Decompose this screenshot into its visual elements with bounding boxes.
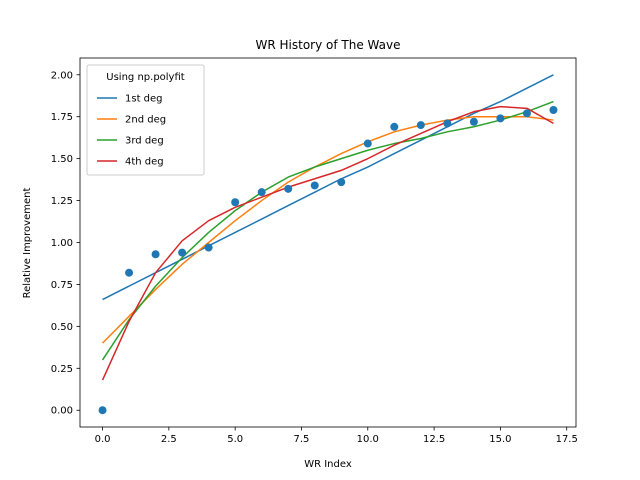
data-point xyxy=(416,121,425,130)
y-tick-label: 0.50 xyxy=(51,322,73,333)
x-tick-label: 0.0 xyxy=(95,434,111,445)
chart-title: WR History of The Wave xyxy=(256,38,401,52)
legend-label: 1st deg xyxy=(125,94,163,105)
legend-box xyxy=(86,64,205,176)
x-axis-label: WR Index xyxy=(304,459,352,470)
data-point xyxy=(125,268,134,277)
x-tick-label: 15.0 xyxy=(489,434,511,445)
series-line-4 xyxy=(101,105,554,381)
y-tick-label: 1.50 xyxy=(51,154,73,165)
series-line-3 xyxy=(101,100,554,361)
data-point xyxy=(443,119,452,128)
legend-title: Using np.polyfit xyxy=(106,72,184,83)
x-tick-label: 12.5 xyxy=(423,434,445,445)
legend-label: 3rd deg xyxy=(125,136,164,147)
data-point xyxy=(469,117,478,126)
fit-lines xyxy=(101,74,554,381)
data-point xyxy=(390,122,399,131)
data-point xyxy=(98,406,107,415)
x-tick-label: 10.0 xyxy=(357,434,379,445)
y-axis-label: Relative Improvement xyxy=(22,188,33,299)
y-tick-label: 1.25 xyxy=(51,196,73,207)
y-tick-label: 0.25 xyxy=(51,364,73,375)
data-point xyxy=(257,188,266,197)
x-tick-label: 7.5 xyxy=(294,434,310,445)
legend: Using np.polyfit 1st deg 2nd deg 3rd deg 4t… xyxy=(86,64,205,176)
data-points xyxy=(98,105,558,415)
y-tick-label: 2.00 xyxy=(51,70,73,81)
series-line-2 xyxy=(102,115,554,344)
data-point xyxy=(284,184,293,193)
y-tick-label: 1.75 xyxy=(51,112,73,123)
data-point xyxy=(549,105,558,114)
data-point xyxy=(522,109,531,118)
x-axis: 0.0 2.5 5.0 7.5 10.0 12.5 15.0 17.5 xyxy=(95,427,578,445)
legend-label: 2nd deg xyxy=(125,115,166,126)
y-axis: 0.00 0.25 0.50 0.75 1.00 1.25 1.50 1.75 2.00 xyxy=(51,70,80,417)
data-point xyxy=(363,139,372,148)
data-point xyxy=(337,178,346,187)
y-tick-label: 0.75 xyxy=(51,280,73,291)
y-tick-label: 0.00 xyxy=(51,406,73,417)
data-point xyxy=(496,114,505,123)
data-point xyxy=(231,198,240,207)
legend-label: 4th deg xyxy=(125,157,164,168)
data-point xyxy=(178,248,187,257)
data-point xyxy=(151,250,160,259)
data-point xyxy=(204,243,213,252)
x-tick-label: 2.5 xyxy=(161,434,177,445)
y-tick-label: 1.00 xyxy=(51,238,73,249)
data-point xyxy=(310,181,319,190)
x-tick-label: 5.0 xyxy=(227,434,243,445)
x-tick-label: 17.5 xyxy=(556,434,578,445)
